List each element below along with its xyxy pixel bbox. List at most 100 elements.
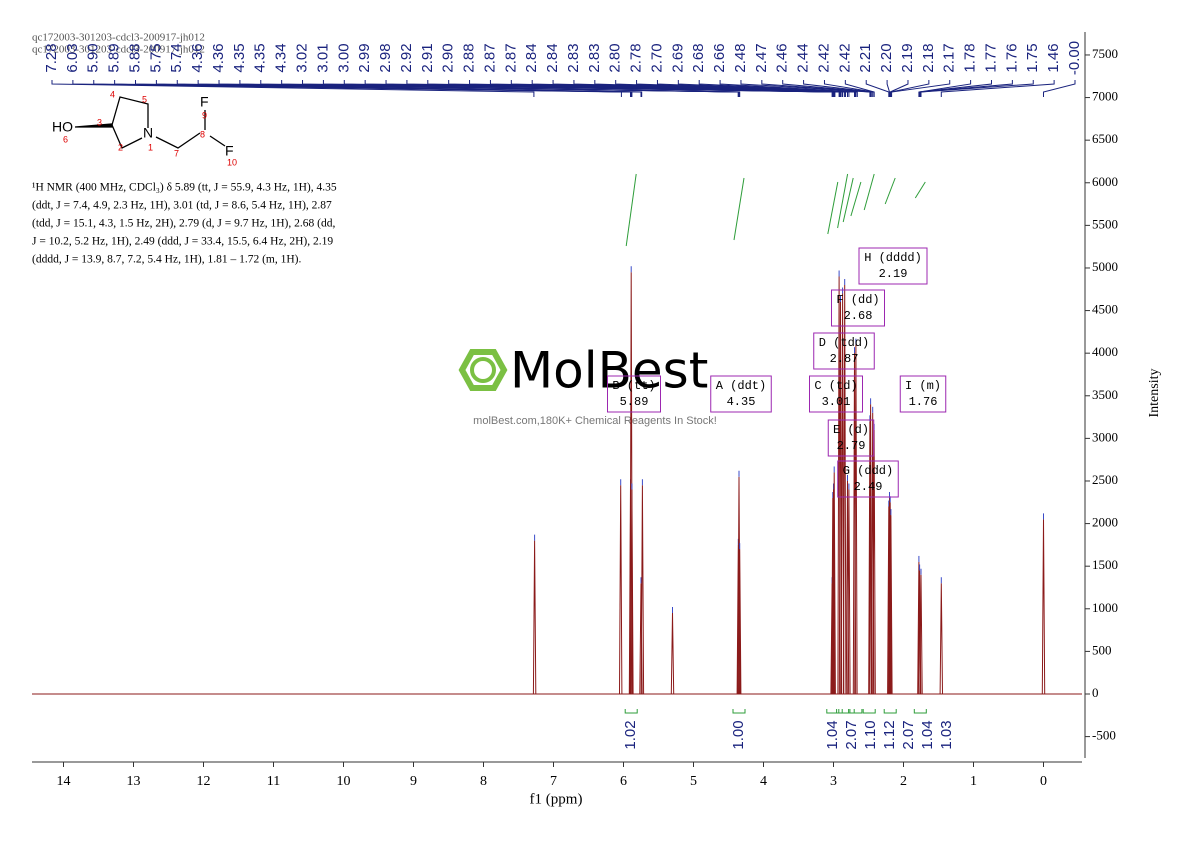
integral-curve [914, 181, 926, 199]
peak-label: 4.36 [210, 43, 227, 72]
integral-label: 1.02 [622, 720, 639, 749]
y-tick-label: 6500 [1092, 131, 1118, 146]
peak [888, 502, 892, 695]
x-axis-label: f1 (ppm) [530, 791, 583, 807]
bonds [111, 96, 226, 149]
integral-label: 1.03 [938, 720, 955, 749]
multiplet-box [809, 375, 863, 413]
peak-label: 1.46 [1045, 43, 1062, 72]
leader-line [698, 80, 857, 97]
x-tick-label: 7 [550, 774, 557, 789]
peak-label: 2.84 [523, 43, 540, 72]
atom-number: 7 [174, 148, 179, 158]
integral-bracket [826, 709, 840, 714]
x-tick-label: 11 [267, 774, 280, 789]
peak [868, 404, 873, 694]
x-tick-label: 14 [57, 774, 71, 789]
atom-number: 10 [227, 157, 237, 167]
peak-label: 2.69 [669, 43, 686, 72]
peak-label: 3.01 [314, 43, 331, 72]
leader-line [919, 80, 992, 97]
y-axis-label: Intensity [1147, 369, 1162, 418]
multiplet-shift: 3.01 [822, 395, 851, 409]
peak-label: 2.92 [398, 43, 415, 72]
atom-number: 1 [148, 142, 153, 152]
peak-label: 4.36 [189, 43, 206, 72]
atom: F [200, 94, 209, 110]
peak-label: 2.19 [899, 43, 916, 72]
multiplet-name: C (td) [814, 379, 857, 393]
multiplet-box [831, 289, 885, 327]
y-tick-label: 5000 [1092, 259, 1118, 274]
peak-label: 2.42 [836, 43, 853, 72]
peak-label: 2.20 [878, 43, 895, 72]
peak-label: 2.42 [815, 43, 832, 72]
description: ¹H NMR (400 MHz, CDCl₃) δ 5.89 (tt, J = … [32, 182, 337, 266]
peak-label: 2.88 [461, 43, 478, 72]
peak [1041, 519, 1046, 695]
x-tick-label: 4 [760, 774, 767, 789]
peak-label: 4.34 [273, 43, 290, 72]
peak-label: 2.70 [648, 43, 665, 72]
peak-label: 5.89 [106, 43, 123, 72]
peak-label: 6.03 [64, 43, 81, 72]
peak-label: 7.28 [43, 43, 60, 72]
leader-line [719, 80, 858, 97]
peak-label: 2.21 [857, 43, 874, 72]
peak-label: 5.75 [147, 43, 164, 72]
integral-bracket [849, 709, 863, 714]
peak-label: 2.84 [544, 43, 561, 72]
multiplet-name: A (ddt) [716, 379, 766, 393]
file-name: qc172003-301203-cdcl3-200917-jh012 [32, 32, 205, 44]
leader-line [51, 80, 535, 97]
watermark-tagline: molBest.com,180K+ Chemical Reagents In S… [473, 415, 717, 427]
integral-label: 1.00 [730, 720, 747, 749]
x-tick-label: 13 [127, 774, 141, 789]
y-tick-label: 1000 [1092, 600, 1118, 615]
peak-label: -0.00 [1066, 41, 1083, 75]
leader-line [782, 80, 872, 97]
leader-line [865, 80, 890, 97]
atom-number: 6 [63, 134, 68, 144]
multiplet-shift: 4.35 [727, 395, 756, 409]
peak-label: 4.35 [252, 43, 269, 72]
leader-line [918, 80, 972, 97]
description-line: (tdd, J = 15.1, 4.3, 1.5 Hz, 2H), 2.79 (… [32, 218, 335, 230]
integral-curve [850, 181, 862, 217]
watermark: MolBest molBest.com,180K+ Chemical Reagen… [458, 342, 717, 427]
peak-label: 2.99 [356, 43, 373, 72]
y-tick-label: 6000 [1092, 174, 1118, 189]
integral-bracket [862, 709, 876, 714]
peak-label: 1.78 [962, 43, 979, 72]
atom: HO [52, 119, 73, 135]
leader-line [919, 80, 1013, 97]
logo [458, 349, 508, 391]
leader-line [890, 80, 930, 97]
peak-label: 2.48 [732, 43, 749, 72]
leader-line [740, 80, 871, 97]
integral-label: 2.07 [900, 720, 917, 749]
description-line: (ddt, J = 7.4, 4.9, 2.3 Hz, 1H), 3.01 (t… [32, 200, 332, 212]
y-tick-label: -500 [1092, 728, 1116, 743]
leader-line [891, 80, 951, 97]
x-tick-label: 5 [690, 774, 697, 789]
peak-label: 2.80 [607, 43, 624, 72]
peak-label: 2.87 [481, 43, 498, 72]
peak-label: 2.83 [586, 43, 603, 72]
leader-line [889, 80, 909, 97]
y-tick-label: 3000 [1092, 429, 1118, 444]
leader-line [920, 80, 1034, 97]
integral-curve [842, 177, 854, 223]
multiplet-shift: 2.49 [854, 480, 883, 494]
x-tick-label: 2 [900, 774, 907, 789]
multiplet-name: I (m) [905, 379, 941, 393]
y-tick-label: 7000 [1092, 89, 1118, 104]
peak-label: 1.76 [1003, 43, 1020, 72]
multiplet-name: F (dd) [836, 293, 879, 307]
multiplet-shift: 1.76 [909, 395, 938, 409]
leader-line [886, 80, 890, 97]
description-line: J = 10.2, 5.2 Hz, 1H), 2.49 (ddd, J = 33… [32, 236, 333, 248]
peak-label: 2.46 [774, 43, 791, 72]
y-tick-label: 2500 [1092, 472, 1118, 487]
